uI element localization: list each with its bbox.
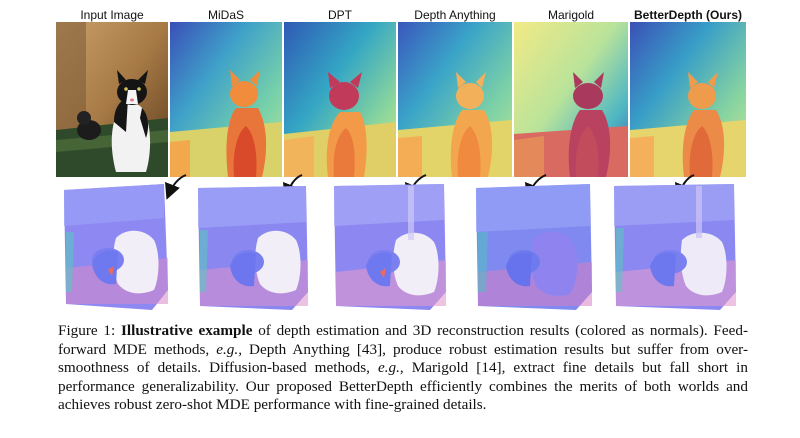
column-label-dpt: DPT: [328, 8, 352, 22]
caption-text-1: of depth estimation and 3D reconstructio…: [58, 322, 749, 358]
column-label-marigold: Marigold: [547, 8, 595, 22]
caption-text-2: , Depth Anything [43], produce robust es…: [58, 340, 748, 377]
column-label-depth-anything: Depth Anything: [414, 8, 496, 22]
depth-map-dpt: [284, 22, 396, 177]
caption-prefix: Figure 1:: [58, 322, 121, 339]
depth-map-betterdepth: [630, 22, 746, 177]
normal-render-marigold: [470, 180, 596, 310]
normal-render-betterdepth: [610, 180, 742, 310]
column-label-betterdepth: BetterDepth (Ours): [633, 8, 742, 22]
column-label-input-image: Input Image: [80, 8, 144, 22]
caption-eg-2: e.g.: [377, 359, 400, 377]
caption-bold-title: Illustrative example: [120, 322, 253, 339]
column-label-midas: MiDaS: [207, 8, 244, 22]
caption-eg-1: e.g.: [216, 340, 239, 358]
normal-render-depth-anything: [328, 180, 450, 310]
normal-render-midas: [56, 180, 174, 310]
caption-text-3: , Marigold [14], extract fine details bu…: [58, 359, 748, 414]
normal-render-dpt: [192, 180, 312, 310]
depth-map-midas: [170, 22, 282, 177]
input-image: [56, 22, 168, 177]
figure-1: Input Image MiDaS DPT Depth Anything Mar…: [56, 8, 746, 310]
depth-map-depth-anything: [398, 22, 512, 177]
figure-caption: Figure 1: Illustrative example of depth …: [58, 322, 748, 415]
depth-map-marigold: [514, 22, 628, 177]
